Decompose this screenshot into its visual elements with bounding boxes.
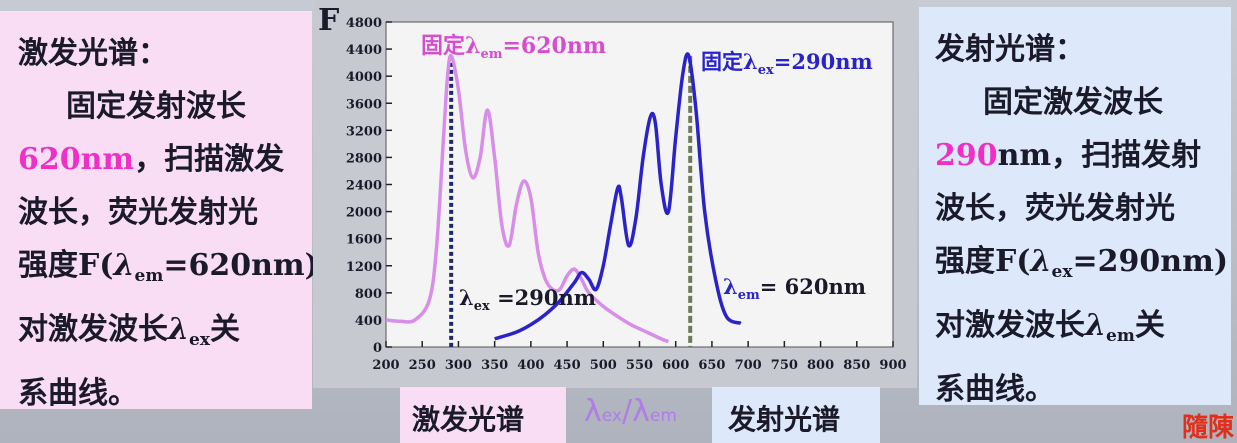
emission-line-5: 对激发波长λem关	[935, 299, 1231, 363]
spectrum-chart-svg: 0 400 800 1200 1600 2000 2400 2800 3200 3600 4000 4…	[346, 16, 907, 373]
subscript: ex	[189, 330, 210, 350]
text-part: 固定λ	[701, 49, 758, 74]
subscript: ex	[473, 299, 490, 314]
emission-spectrum-line	[494, 52, 742, 341]
subscript: ex	[601, 406, 622, 426]
y-tick-label: 2000	[346, 206, 382, 221]
excitation-title: 激发光谱：	[18, 36, 168, 71]
lambda-symbol: λ	[113, 248, 135, 283]
excitation-line-2: 620nm，扫描激发	[18, 133, 312, 186]
x-tick-label: 700	[735, 358, 762, 373]
x-tick-label: 400	[517, 358, 544, 373]
text-part: 对激发波长	[935, 308, 1085, 343]
text-part: 固定λ	[421, 33, 481, 59]
emission-label-box	[712, 387, 880, 443]
excitation-line-3: 波长，荧光发射光	[18, 195, 258, 230]
text-part: λ	[584, 394, 602, 429]
emission-line-6: 系曲线。	[935, 372, 1055, 407]
lambda-symbol: λ	[1085, 308, 1107, 343]
text-part: =290nm)	[1072, 244, 1229, 279]
y-tick-label: 4400	[346, 43, 382, 58]
excitation-spectrum-label: 激发光谱	[412, 403, 525, 436]
spectrum-chart: 0 400 800 1200 1600 2000 2400 2800 3200 3600 4000 4…	[313, 0, 917, 388]
excitation-line-4: 强度F(λem=620nm)	[18, 239, 319, 303]
x-tick-label: 500	[590, 358, 617, 373]
seal-stamp-graphic: 隨陳	[1182, 413, 1234, 442]
y-tick-label: 1600	[346, 233, 382, 248]
lambda-ex-annotation: λex =290nm	[459, 285, 596, 314]
fixed-em-annotation: 固定λem=620nm	[421, 28, 606, 62]
text-part: 关	[210, 312, 240, 347]
x-tick-label: 350	[481, 358, 508, 373]
excitation-line-6: 系曲线。	[18, 376, 138, 411]
fixed-ex-annotation: 固定λex=290nm	[701, 46, 873, 78]
emission-line-4: 强度F(λex=290nm)	[935, 235, 1231, 299]
x-tick-label: 750	[771, 358, 798, 373]
x-tick-label: 200	[372, 358, 399, 373]
excitation-highlight: 620nm	[18, 142, 135, 177]
x-tick-label: 250	[409, 358, 436, 373]
emission-spectrum-label: 发射光谱	[728, 403, 841, 436]
y-tick-label: 1200	[346, 260, 382, 275]
emission-line-2: 290nm，扫描发射	[935, 129, 1231, 182]
text-part: λ	[723, 274, 738, 299]
y-axis-label: F	[318, 3, 340, 38]
subscript: em	[649, 406, 677, 426]
text-part: λ	[459, 285, 474, 310]
y-tick-label: 3200	[346, 124, 382, 139]
emission-explanation-panel: 发射光谱： 固定激发波长 290nm，扫描发射 波长，荧光发射光 强度F(λex…	[919, 7, 1231, 407]
x-tick-label: 600	[662, 358, 689, 373]
y-tick-label: 4000	[346, 70, 382, 85]
y-tick-label: 0	[373, 341, 382, 356]
lambda-ratio-label: λex/λem	[584, 394, 677, 429]
subscript: em	[480, 47, 503, 62]
subscript: em	[1106, 326, 1135, 346]
text-part: /	[622, 394, 633, 429]
excitation-explanation-panel: 激发光谱： 固定发射波长 620nm，扫描激发 波长，荧光发射光 强度F(λem…	[0, 11, 319, 411]
x-tick-label: 550	[626, 358, 653, 373]
excitation-line-1: 固定发射波长	[66, 89, 246, 124]
excitation-label-box	[400, 387, 566, 443]
x-tick-label: 850	[843, 358, 870, 373]
lambda-em-annotation: λem= 620nm	[723, 274, 866, 303]
x-tick-label: 450	[554, 358, 581, 373]
text-part: =620nm)	[163, 248, 319, 283]
plot-area	[385, 21, 894, 348]
x-tick-label: 650	[698, 358, 725, 373]
text-part: 关	[1134, 308, 1165, 343]
subscript: em	[134, 266, 164, 286]
emission-line-1: 固定激发波长	[983, 85, 1163, 120]
svg-text:隨陳: 隨陳	[1182, 413, 1234, 442]
subscript: em	[737, 288, 760, 303]
text-part: 对激发波长	[18, 312, 168, 347]
x-tick-label: 300	[445, 358, 472, 373]
excitation-spectrum-line	[385, 53, 670, 344]
excitation-line-2-rest: ，扫描激发	[134, 142, 285, 177]
x-tick-label: 800	[807, 358, 834, 373]
text-part: =290nm	[489, 285, 596, 310]
lambda-symbol: λ	[1030, 244, 1052, 279]
text-part: =290nm	[773, 49, 873, 74]
emission-line-3: 波长，荧光发射光	[935, 191, 1175, 226]
emission-line-2-rest: nm，扫描发射	[997, 138, 1202, 173]
excitation-line-5: 对激发波长λex关	[18, 303, 312, 367]
y-tick-label: 400	[355, 314, 382, 329]
y-tick-label: 2400	[346, 179, 382, 194]
text-part: 强度F(	[18, 248, 114, 283]
y-tick-label: 4800	[346, 16, 382, 31]
y-tick-label: 2800	[346, 151, 382, 166]
text-part: 强度F(	[935, 244, 1031, 279]
text-part: =620nm	[502, 33, 607, 59]
emission-highlight: 290	[935, 138, 998, 173]
subscript: ex	[1051, 262, 1073, 282]
lambda-symbol: λ	[168, 312, 190, 347]
x-tick-label: 900	[879, 358, 906, 373]
seal-stamp: 隨陳	[1182, 408, 1234, 442]
text-part: λ	[632, 394, 650, 429]
y-tick-label: 800	[355, 287, 382, 302]
subscript: ex	[757, 63, 774, 78]
y-tick-label: 3600	[346, 97, 382, 112]
text-part: = 620nm	[759, 274, 866, 299]
emission-title: 发射光谱：	[935, 32, 1085, 67]
